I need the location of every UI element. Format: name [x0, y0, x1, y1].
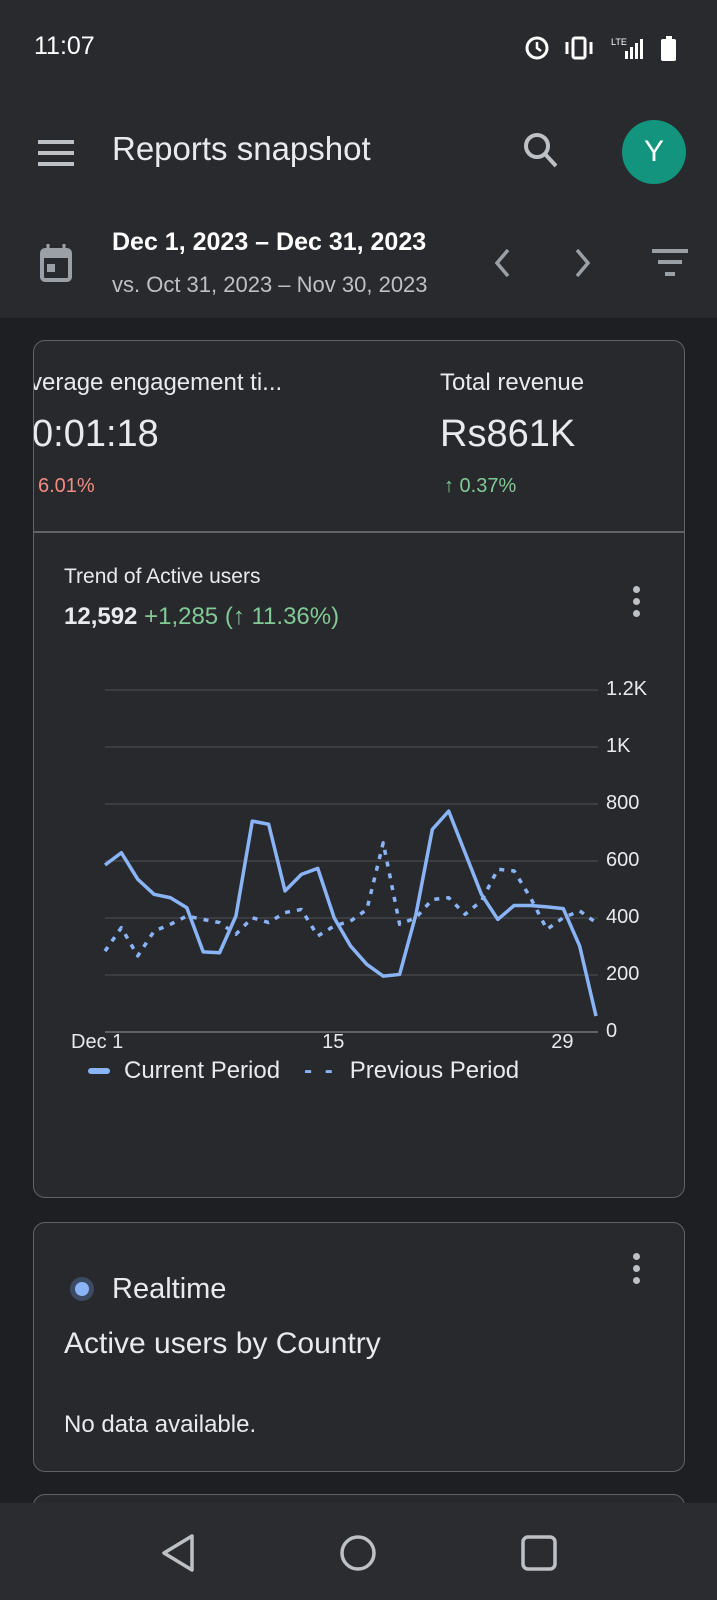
trend-title: Trend of Active users — [64, 565, 261, 588]
metric-value-engagement: 0:01:18 — [33, 413, 159, 455]
trend-total: 12,592 — [64, 603, 138, 630]
trend-delta: +1,285 (↑ 11.36%) — [144, 603, 340, 630]
alarm-icon — [525, 36, 549, 60]
system-nav-bar — [0, 1503, 717, 1600]
metric-change-revenue: ↑ 0.37% — [444, 475, 517, 497]
home-icon[interactable] — [339, 1534, 377, 1572]
realtime-dot-icon — [70, 1277, 94, 1301]
y-tick-label: 400 — [606, 906, 640, 928]
top-app-area — [0, 0, 717, 318]
y-tick-label: 200 — [606, 963, 640, 985]
search-icon[interactable] — [523, 132, 559, 170]
y-tick-label: 800 — [606, 792, 640, 814]
chart-legend: Current Period - - Previous Period — [88, 1057, 519, 1085]
legend-previous: Previous Period — [349, 1057, 520, 1084]
menu-icon[interactable] — [38, 138, 74, 168]
avatar[interactable]: Y — [622, 120, 686, 184]
next-period-button[interactable] — [573, 247, 593, 279]
previous-period-button[interactable] — [492, 247, 512, 279]
realtime-card: Realtime Active users by Country No data… — [33, 1222, 685, 1472]
vibrate-icon — [565, 36, 593, 60]
active-users-chart — [103, 689, 598, 1033]
date-range-comparison: vs. Oct 31, 2023 – Nov 30, 2023 — [112, 272, 428, 297]
lte-signal-icon: LTE — [611, 37, 643, 59]
page-title: Reports snapshot — [112, 130, 371, 167]
metric-label-revenue: Total revenue — [440, 369, 585, 396]
more-options-icon[interactable] — [633, 1253, 640, 1289]
empty-state: No data available. — [64, 1411, 257, 1438]
series-line-current-period — [103, 809, 598, 1017]
y-tick-label: 1K — [606, 735, 631, 757]
realtime-badge: Realtime — [112, 1273, 227, 1305]
realtime-title: Active users by Country — [64, 1327, 381, 1360]
trend-summary: 12,592 +1,285 (↑ 11.36%) — [64, 603, 339, 631]
battery-icon — [661, 36, 676, 61]
filter-icon[interactable] — [651, 248, 689, 280]
x-tick-label: Dec 1 — [71, 1031, 124, 1053]
series-line-previous-period — [103, 841, 598, 958]
metric-change-engagement: 6.01% — [38, 475, 95, 497]
metric-label-engagement: verage engagement ti... — [33, 369, 283, 396]
summary-card: verage engagement ti... 0:01:18 6.01% To… — [33, 340, 685, 1198]
legend-current: Current Period — [124, 1057, 281, 1084]
y-tick-label: 0 — [606, 1020, 618, 1042]
status-icons: LTE — [525, 36, 676, 61]
metric-value-revenue: Rs861K — [440, 413, 576, 455]
x-tick-label: 15 — [322, 1031, 345, 1053]
more-options-icon[interactable] — [633, 586, 640, 622]
recents-icon[interactable] — [521, 1535, 557, 1571]
legend-dotted-swatch: - - — [304, 1057, 336, 1084]
date-range-current[interactable]: Dec 1, 2023 – Dec 31, 2023 — [112, 228, 427, 256]
legend-solid-swatch — [88, 1068, 110, 1074]
status-time: 11:07 — [34, 32, 95, 60]
x-tick-label: 29 — [551, 1031, 574, 1053]
calendar-icon[interactable] — [40, 244, 72, 282]
y-tick-label: 1.2K — [606, 678, 648, 700]
y-tick-label: 600 — [606, 849, 640, 871]
divider — [34, 531, 684, 533]
svg-text:LTE: LTE — [611, 37, 627, 47]
back-icon[interactable] — [160, 1533, 196, 1573]
